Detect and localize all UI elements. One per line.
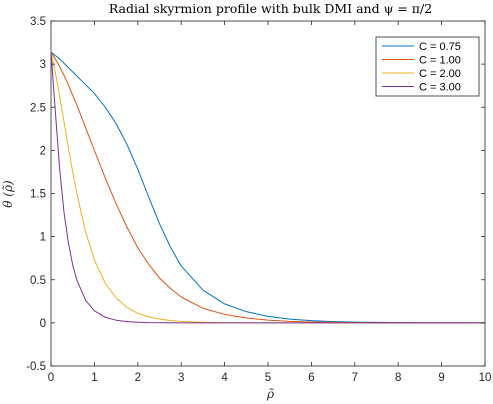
series-line-4 (50, 52, 485, 324)
legend-label: C = 0.75 (419, 41, 461, 53)
legend: C = 0.75 C = 1.00C = 2.00 C = 3.00 (375, 36, 480, 97)
ticks-layer: 0 1 2 3 4 5 6 7 8 9 10-0.500.511.522.533.5 (26, 16, 491, 384)
legend-label: C = 3.00 (419, 82, 461, 94)
chart-title: Radial skyrmion profile with bulk DMI an… (109, 1, 432, 16)
series-line-2 (50, 51, 485, 324)
y-tick-label: 0 (40, 318, 46, 330)
y-tick-label: 1.5 (30, 189, 46, 201)
y-tick-label: 0.5 (30, 275, 46, 287)
legend-label: C = 2.00 (419, 68, 461, 80)
x-tick-label: 6 (308, 372, 314, 384)
y-tick-label: 2.5 (30, 102, 46, 114)
x-tick-label: 5 (265, 372, 271, 384)
x-tick-label: 8 (395, 372, 401, 384)
x-tick-label: 9 (438, 372, 444, 384)
x-tick-label: 1 (91, 372, 97, 384)
x-tick-label: 4 (221, 372, 228, 384)
series-line-1 (50, 51, 486, 324)
y-tick-label: 3.5 (30, 16, 46, 28)
legend-label: C = 1.00 (419, 55, 461, 67)
y-tick-label: -0.5 (26, 361, 46, 373)
x-tick-label: 10 (479, 372, 492, 384)
x-axis-label: ρ̃ (266, 387, 274, 401)
y-tick-label: 2 (40, 145, 46, 157)
x-tick-label: 2 (135, 372, 141, 384)
series-layer (50, 51, 486, 324)
y-tick-label: 3 (40, 59, 46, 71)
y-tick-label: 1 (40, 232, 46, 244)
x-tick-label: 0 (48, 372, 54, 384)
x-tick-label: 3 (178, 372, 184, 384)
y-axis-label: θ (ρ̃) (1, 180, 15, 208)
x-tick-label: 7 (352, 372, 358, 384)
